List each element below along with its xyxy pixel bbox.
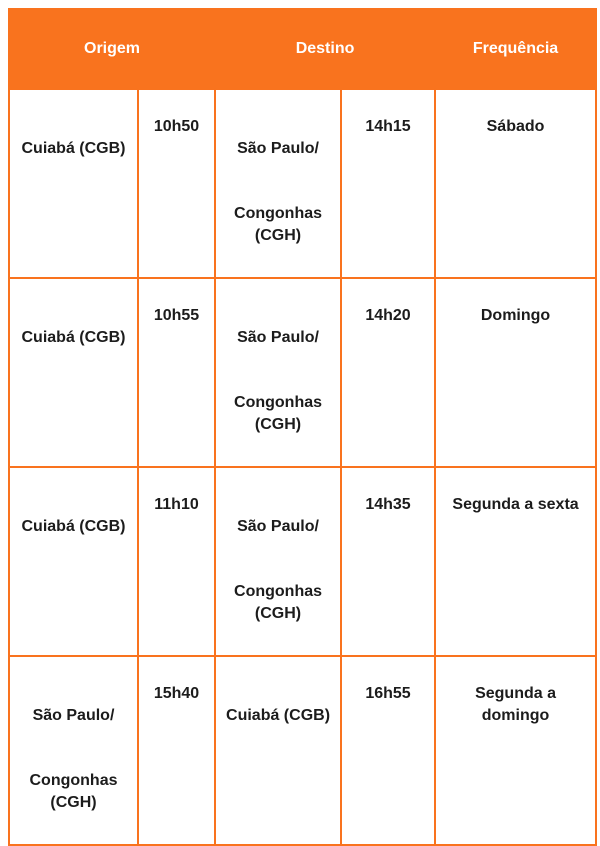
origin-city: Cuiabá (CGB) [21, 518, 126, 535]
frequency-cell: Segunda a domingo [434, 655, 598, 846]
destination-city: São Paulo/ [237, 518, 319, 535]
arrival-time-cell: 14h35 [340, 466, 437, 657]
destination-cell: São Paulo/ Congonhas (CGH) [214, 277, 343, 468]
destination-cell: Cuiabá (CGB) [214, 655, 343, 846]
destination-airport: Congonhas (CGH) [234, 583, 323, 622]
destination-cell: São Paulo/ Congonhas (CGH) [214, 466, 343, 657]
table-row: Cuiabá (CGB) 11h10 São Paulo/ Congonhas … [8, 466, 598, 657]
origin-airport: Congonhas (CGH) [29, 772, 118, 811]
column-header-destino: Destino [214, 8, 437, 90]
frequency-cell: Sábado [434, 88, 598, 279]
frequency-cell: Domingo [434, 277, 598, 468]
frequency-cell: Segunda a sexta [434, 466, 598, 657]
destination-cell: São Paulo/ Congonhas (CGH) [214, 88, 343, 279]
origin-city: Cuiabá (CGB) [21, 329, 126, 346]
column-header-origem: Origem [7, 8, 217, 90]
table-row: Cuiabá (CGB) 10h50 São Paulo/ Congonhas … [8, 88, 598, 279]
destination-city: Cuiabá (CGB) [226, 707, 331, 724]
departure-time-cell: 10h50 [136, 88, 217, 279]
origin-city: Cuiabá (CGB) [21, 140, 126, 157]
arrival-time-cell: 14h15 [340, 88, 437, 279]
destination-airport: Congonhas (CGH) [234, 394, 323, 433]
departure-time-cell: 11h10 [136, 466, 217, 657]
origin-cell: Cuiabá (CGB) [8, 466, 139, 657]
destination-city: São Paulo/ [237, 140, 319, 157]
table-header-row: Origem Destino Frequência [7, 8, 598, 90]
origin-cell: São Paulo/ Congonhas (CGH) [8, 655, 139, 846]
column-header-frequencia: Frequência [434, 8, 598, 90]
departure-time-cell: 15h40 [136, 655, 217, 846]
origin-cell: Cuiabá (CGB) [8, 88, 139, 279]
origin-cell: Cuiabá (CGB) [8, 277, 139, 468]
destination-city: São Paulo/ [237, 329, 319, 346]
table-row: Cuiabá (CGB) 10h55 São Paulo/ Congonhas … [8, 277, 598, 468]
destination-airport: Congonhas (CGH) [234, 205, 323, 244]
arrival-time-cell: 14h20 [340, 277, 437, 468]
arrival-time-cell: 16h55 [340, 655, 437, 846]
flight-schedule-table: Origem Destino Frequência Cuiabá (CGB) 1… [7, 8, 598, 846]
origin-city: São Paulo/ [32, 707, 115, 724]
departure-time-cell: 10h55 [136, 277, 217, 468]
table-row: São Paulo/ Congonhas (CGH) 15h40 Cuiabá … [8, 655, 598, 846]
